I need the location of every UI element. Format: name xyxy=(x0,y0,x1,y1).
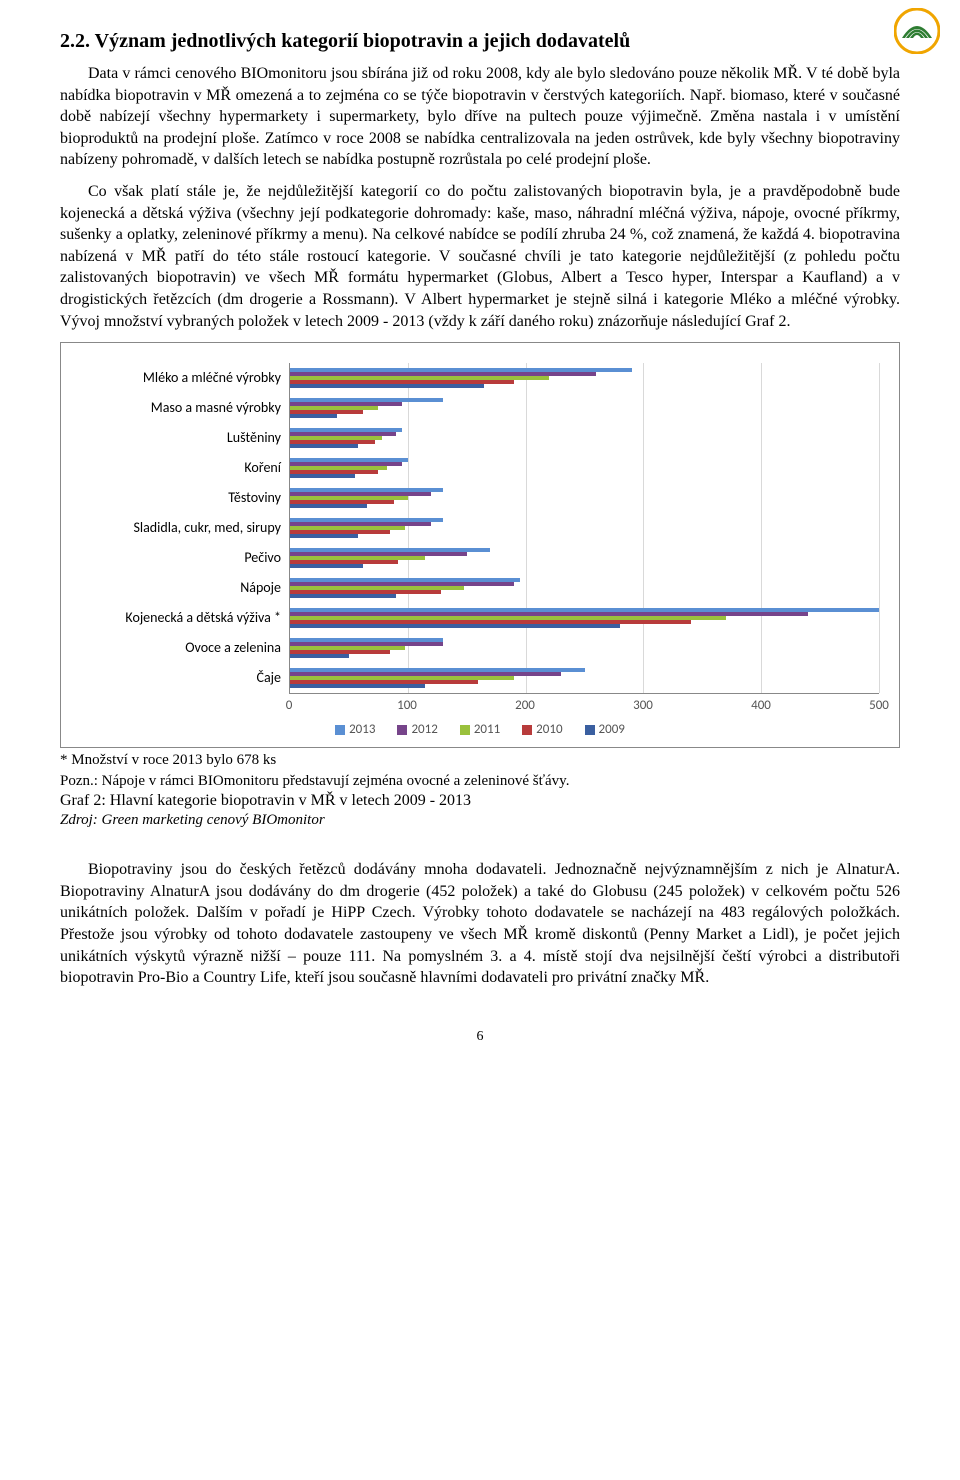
chart-category-label: Luštěniny xyxy=(81,423,281,453)
chart-bar xyxy=(290,534,358,538)
chart-legend-item: 2013 xyxy=(335,722,375,737)
chart-legend-item: 2009 xyxy=(585,722,625,737)
chart-caption: Graf 2: Hlavní kategorie biopotravin v M… xyxy=(60,792,900,810)
chart-category-label: Ovoce a zelenina xyxy=(81,633,281,663)
chart-legend-item: 2012 xyxy=(397,722,437,737)
chart-category-group xyxy=(290,363,879,393)
legend-label: 2011 xyxy=(474,722,500,737)
chart-bar xyxy=(290,594,396,598)
legend-label: 2009 xyxy=(599,722,625,737)
chart-category-group xyxy=(290,453,879,483)
chart-source: Zdroj: Green marketing cenový BIOmonitor xyxy=(60,812,900,829)
chart-bar xyxy=(290,504,367,508)
chart-category-group xyxy=(290,663,879,693)
chart-bar xyxy=(290,564,363,568)
chart-category-group xyxy=(290,483,879,513)
chart-bar xyxy=(290,414,337,418)
chart-category-label: Těstoviny xyxy=(81,483,281,513)
chart-category-label: Čaje xyxy=(81,663,281,693)
chart-category-group xyxy=(290,543,879,573)
chart-category-label: Koření xyxy=(81,453,281,483)
chart-bar xyxy=(290,654,349,658)
chart-legend-item: 2010 xyxy=(522,722,562,737)
paragraph-2: Co však platí stále je, že nejdůležitějš… xyxy=(60,181,900,332)
chart-bar xyxy=(290,474,355,478)
chart-category-label: Kojenecká a dětská výživa * xyxy=(81,603,281,633)
brand-logo-icon xyxy=(894,8,940,59)
legend-swatch-icon xyxy=(397,725,407,735)
chart-category-label: Maso a masné výrobky xyxy=(81,393,281,423)
chart-category-group xyxy=(290,633,879,663)
chart-bar xyxy=(290,384,484,388)
paragraph-3: Biopotraviny jsou do českých řetězců dod… xyxy=(60,859,900,989)
chart-category-label: Sladidla, cukr, med, sirupy xyxy=(81,513,281,543)
legend-label: 2012 xyxy=(411,722,437,737)
chart-container: Mléko a mléčné výrobkyMaso a masné výrob… xyxy=(60,342,900,748)
chart-category-label: Mléko a mléčné výrobky xyxy=(81,363,281,393)
chart-x-tick: 200 xyxy=(515,698,535,713)
chart-bar xyxy=(290,444,358,448)
chart-category-label: Pečivo xyxy=(81,543,281,573)
chart-footnote-2: Pozn.: Nápoje v rámci BIOmonitoru předst… xyxy=(60,773,900,790)
chart-x-tick: 100 xyxy=(397,698,417,713)
chart-x-tick: 400 xyxy=(751,698,771,713)
paragraph-1: Data v rámci cenového BIOmonitoru jsou s… xyxy=(60,63,900,171)
chart-category-label: Nápoje xyxy=(81,573,281,603)
chart-x-ticks: 0100200300400500 xyxy=(289,694,879,716)
chart-x-tick: 500 xyxy=(869,698,889,713)
legend-label: 2013 xyxy=(349,722,375,737)
legend-swatch-icon xyxy=(585,725,595,735)
legend-swatch-icon xyxy=(522,725,532,735)
chart-category-group xyxy=(290,513,879,543)
chart-category-group xyxy=(290,573,879,603)
chart-bar xyxy=(290,624,620,628)
chart-category-group xyxy=(290,423,879,453)
chart-legend: 2013 2012 2011 2010 2009 xyxy=(81,722,879,737)
section-heading: 2.2. Význam jednotlivých kategorií biopo… xyxy=(60,30,900,53)
chart-category-group xyxy=(290,603,879,633)
chart-x-tick: 300 xyxy=(633,698,653,713)
chart-x-tick: 0 xyxy=(286,698,293,713)
chart-y-labels: Mléko a mléčné výrobkyMaso a masné výrob… xyxy=(81,363,289,694)
chart-footnote-1: * Množství v roce 2013 bylo 678 ks xyxy=(60,752,900,769)
legend-label: 2010 xyxy=(536,722,562,737)
legend-swatch-icon xyxy=(335,725,345,735)
chart-category-group xyxy=(290,393,879,423)
chart-plot-area xyxy=(289,363,879,694)
legend-swatch-icon xyxy=(460,725,470,735)
chart-legend-item: 2011 xyxy=(460,722,500,737)
chart-bar xyxy=(290,684,425,688)
page-number: 6 xyxy=(60,1029,900,1045)
